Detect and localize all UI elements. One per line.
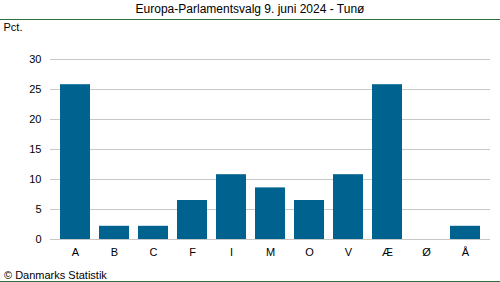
svg-text:M: M (266, 246, 275, 258)
svg-text:V: V (345, 246, 353, 258)
svg-text:0: 0 (35, 233, 41, 245)
svg-text:30: 30 (29, 53, 41, 65)
svg-text:Ø: Ø (422, 246, 431, 258)
svg-text:Å: Å (462, 246, 470, 258)
svg-text:10: 10 (29, 173, 41, 185)
html-text:© Danmarks Statistik: © Danmarks Statistik (4, 269, 107, 281)
svg-text:I: I (230, 246, 233, 258)
svg-text:25: 25 (29, 83, 41, 95)
svg-text:20: 20 (29, 113, 41, 125)
svg-text:O: O (305, 246, 314, 258)
svg-text:15: 15 (29, 143, 41, 155)
html-text:Europa-Parlamentsvalg 9. juni: Europa-Parlamentsvalg 9. juni 2024 - Tun… (135, 2, 365, 16)
svg-text:C: C (150, 246, 158, 258)
svg-text:A: A (72, 246, 80, 258)
svg-text:B: B (111, 246, 118, 258)
svg-text:F: F (189, 246, 196, 258)
svg-text:Æ: Æ (382, 246, 393, 258)
svg-text:5: 5 (35, 203, 41, 215)
svg-text:Pct.: Pct. (4, 21, 23, 33)
